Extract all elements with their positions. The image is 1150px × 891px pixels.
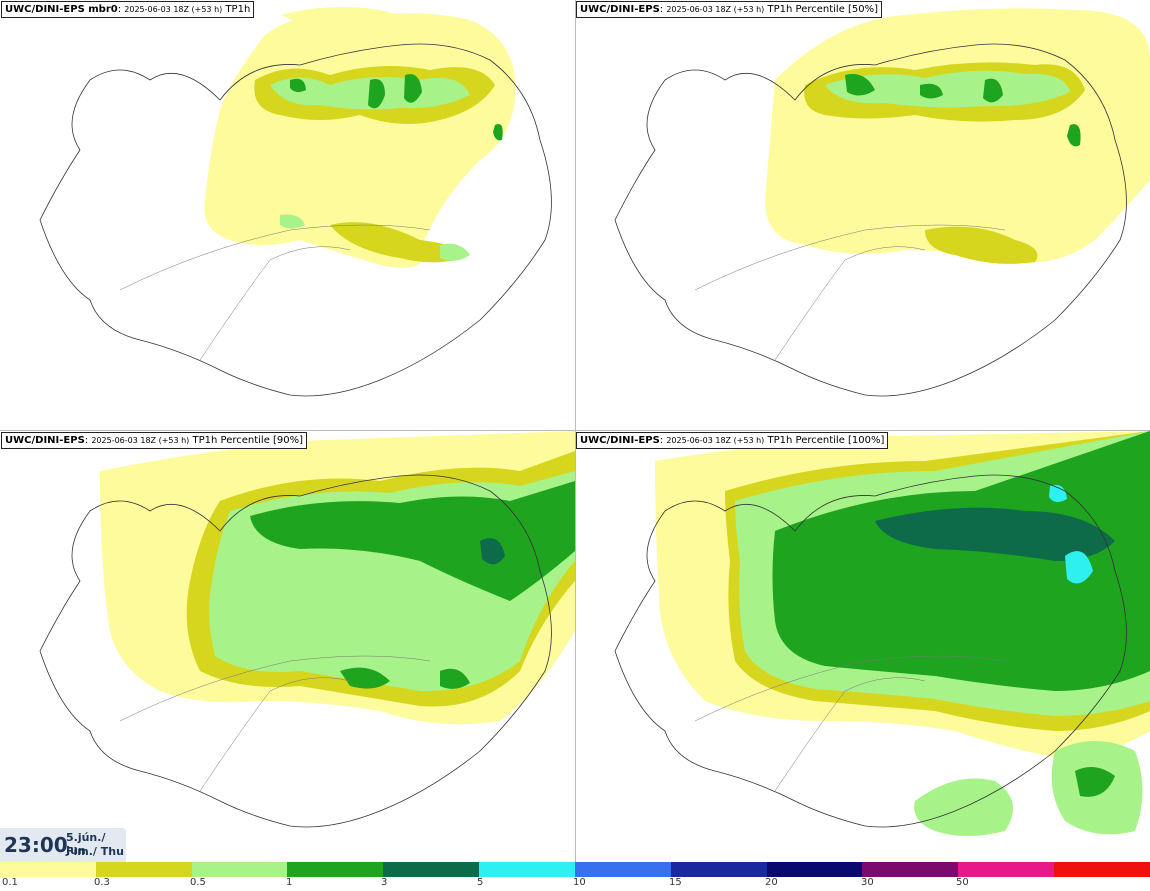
map-panel-p90: UWC/DINI-EPS: 2025-06-03 18Z (+53 h) TP1…: [0, 431, 575, 861]
colorbar-swatch: [574, 862, 671, 877]
panel-divider-horizontal: [0, 430, 1150, 431]
colorbar-tick-label: 0.1: [2, 877, 18, 888]
colorbar-tick-label: 20: [765, 877, 778, 888]
colorbar-ticks: 0.1 0.3 0.5 1 3 5 10 15 20 30 50: [0, 877, 1150, 891]
panel-divider-vertical: [575, 0, 576, 862]
map-panel-mbr0: UWC/DINI-EPS mbr0: 2025-06-03 18Z (+53 h…: [0, 0, 575, 430]
valid-date: 5.jún./ Jun: [66, 831, 106, 857]
precip-map-mbr0: [39, 6, 552, 397]
colorbar-swatch: [191, 862, 288, 877]
colorbar-tick-label: 1: [286, 877, 293, 888]
valid-weekday: Fim./ Thu: [66, 845, 124, 858]
precip-map-p100: [614, 431, 1150, 836]
colorbar-swatch: [95, 862, 192, 877]
colorbar-swatch: [670, 862, 767, 877]
colorbar-swatch: [862, 862, 959, 877]
colorbar-tick-label: 30: [861, 877, 874, 888]
panel-title: UWC/DINI-EPS: 2025-06-03 18Z (+53 h) TP1…: [576, 432, 889, 449]
panel-title: UWC/DINI-EPS: 2025-06-03 18Z (+53 h) TP1…: [1, 432, 308, 449]
precip-colorbar: [0, 862, 1150, 877]
colorbar-swatch: [479, 862, 575, 877]
colorbar-swatch: [766, 862, 863, 877]
colorbar-swatch: [1054, 862, 1150, 877]
colorbar-tick-label: 50: [956, 877, 969, 888]
valid-time: 23:00: [4, 833, 68, 857]
colorbar-tick-label: 5: [477, 877, 484, 888]
panel-title: UWC/DINI-EPS mbr0: 2025-06-03 18Z (+53 h…: [1, 1, 255, 18]
map-panel-p50: UWC/DINI-EPS: 2025-06-03 18Z (+53 h) TP1…: [575, 0, 1150, 430]
valid-time-box: 23:00 5.jún./ Jun Fim./ Thu: [0, 828, 126, 862]
colorbar-swatch: [383, 862, 480, 877]
colorbar-swatch: [958, 862, 1055, 877]
colorbar-tick-label: 3: [381, 877, 388, 888]
colorbar-tick-label: 0.5: [190, 877, 206, 888]
precip-map-p50: [614, 8, 1150, 397]
colorbar-swatch: [0, 862, 96, 877]
colorbar-tick-label: 0.3: [94, 877, 110, 888]
map-panel-p100: UWC/DINI-EPS: 2025-06-03 18Z (+53 h) TP1…: [575, 431, 1150, 861]
panel-title: UWC/DINI-EPS: 2025-06-03 18Z (+53 h) TP1…: [576, 1, 883, 18]
colorbar-tick-label: 15: [669, 877, 682, 888]
colorbar-tick-label: 10: [573, 877, 586, 888]
precip-map-p90: [39, 431, 575, 828]
colorbar-swatch: [287, 862, 384, 877]
